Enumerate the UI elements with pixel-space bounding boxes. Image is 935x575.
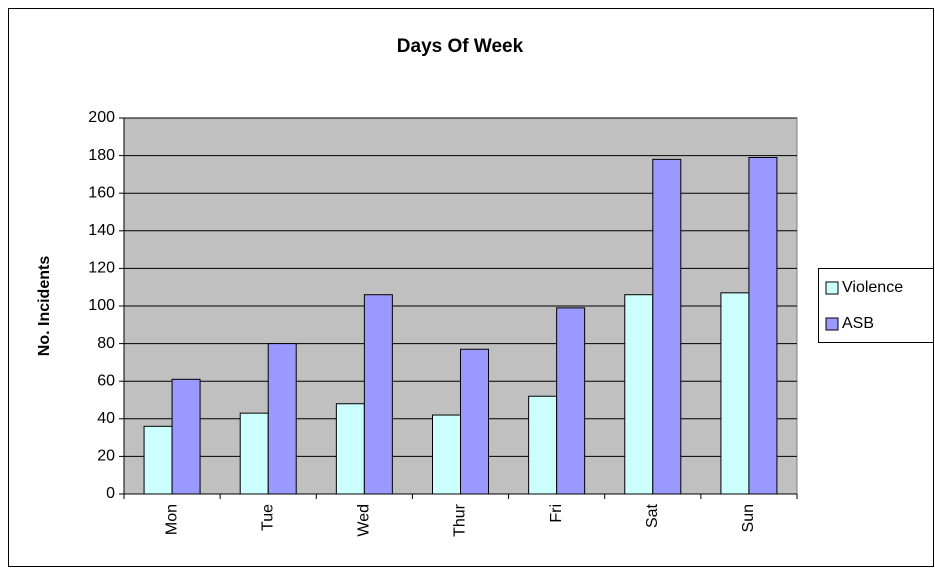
x-tick-label: Fri	[548, 504, 565, 523]
bar	[267, 343, 297, 495]
bar	[335, 403, 365, 495]
bar	[239, 412, 269, 495]
legend-label: ASB	[842, 315, 874, 332]
y-tick-label: 140	[88, 222, 115, 239]
bar	[748, 156, 778, 495]
bar	[171, 378, 201, 495]
x-tick-label: Sat	[644, 503, 661, 528]
y-tick-label: 160	[88, 184, 115, 201]
y-tick-label: 180	[88, 147, 115, 164]
y-tick-label: 60	[97, 372, 115, 389]
bar	[556, 307, 586, 495]
y-tick-label: 40	[97, 410, 115, 427]
bar	[460, 348, 489, 495]
x-tick-label: Thur	[452, 503, 469, 537]
bar	[432, 414, 461, 495]
legend-label: Violence	[842, 279, 903, 296]
y-tick-label: 20	[97, 448, 115, 465]
bar	[528, 395, 558, 495]
x-tick-label: Mon	[163, 504, 180, 535]
x-tick-label: Sun	[740, 504, 757, 532]
bar	[624, 294, 654, 495]
y-tick-label: 120	[88, 260, 115, 277]
legend-box	[818, 268, 934, 343]
y-axis-label: No. Incidents	[36, 256, 53, 357]
y-tick-label: 200	[88, 109, 115, 126]
y-tick-label: 100	[88, 297, 115, 314]
y-tick-label: 0	[106, 485, 115, 502]
bar	[143, 425, 173, 495]
legend-swatch	[825, 317, 839, 331]
x-tick-label: Tue	[259, 504, 276, 531]
legend-swatch	[825, 281, 839, 295]
chart-title: Days Of Week	[397, 36, 524, 57]
bar	[363, 294, 393, 495]
bar	[720, 292, 750, 495]
x-tick-label: Wed	[356, 504, 373, 537]
bar	[652, 158, 682, 495]
y-tick-label: 80	[97, 335, 115, 352]
